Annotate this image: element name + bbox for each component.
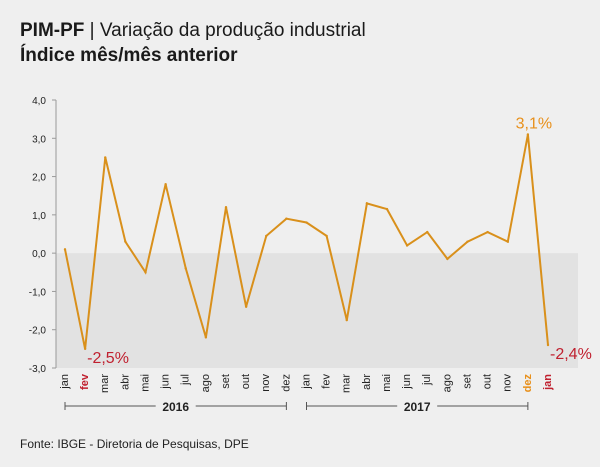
group-label: 2016 [162, 400, 189, 414]
data-point [224, 206, 228, 209]
data-point [204, 336, 208, 339]
data-point [144, 271, 147, 274]
data-point [63, 248, 67, 251]
source-note: Fonte: IBGE - Diretoria de Pesquisas, DP… [20, 437, 249, 451]
x-tick-label: dez [280, 374, 292, 392]
y-tick-label: 1,0 [32, 211, 46, 222]
data-point [184, 267, 187, 270]
data-point [526, 133, 530, 136]
data-point [506, 240, 509, 243]
y-tick-label: 2,0 [32, 173, 46, 184]
data-point [426, 230, 429, 234]
x-tick-label: mai [139, 374, 151, 392]
x-tick-label: fev [79, 373, 91, 390]
data-point [265, 234, 268, 238]
x-tick-label: jun [160, 374, 172, 390]
x-tick-label: out [240, 374, 252, 389]
data-point [305, 221, 308, 224]
x-tick-label: mar [99, 374, 111, 393]
y-tick-label: 4,0 [32, 96, 46, 107]
data-point [83, 347, 87, 351]
data-point [285, 217, 288, 220]
x-tick-label: abr [119, 374, 131, 390]
data-point [466, 240, 469, 243]
data-point [486, 230, 489, 234]
data-point [546, 343, 550, 347]
chart-subtitle: Índice mês/mês anterior [20, 45, 238, 66]
x-tick-label: mai [381, 374, 393, 392]
x-tick-label: jul [180, 374, 192, 386]
data-point [244, 305, 248, 308]
value-annotation: 3,1% [516, 115, 552, 132]
x-tick-label: jan [59, 374, 71, 390]
x-tick-label: set [220, 374, 232, 389]
y-tick-label: 0,0 [32, 249, 46, 260]
negative-region-band [56, 253, 578, 368]
y-tick-label: -2,0 [29, 326, 47, 337]
data-point [446, 257, 449, 261]
x-tick-label: jul [421, 374, 433, 386]
title-block: PIM-PF | Variação da produção industrial… [20, 18, 366, 68]
data-point [365, 202, 369, 205]
data-point [164, 183, 167, 186]
x-tick-label: nov [502, 374, 514, 392]
data-point [345, 318, 348, 322]
data-point [124, 240, 127, 243]
x-tick-label: abr [361, 374, 373, 390]
title-strong: PIM-PF [20, 20, 85, 41]
y-tick-label: -1,0 [29, 287, 47, 298]
title-rest: Variação da produção industrial [99, 20, 366, 41]
y-tick-label: -3,0 [29, 364, 47, 375]
x-tick-label: set [461, 374, 473, 389]
title-separator: | [84, 20, 100, 41]
data-point [325, 234, 328, 238]
value-annotation: -2,4% [550, 346, 592, 363]
value-annotation: -2,5% [87, 350, 129, 367]
data-point [405, 244, 409, 247]
x-tick-label: fev [321, 374, 333, 389]
group-label: 2017 [404, 400, 431, 414]
x-tick-label: nov [260, 374, 272, 392]
data-point [104, 156, 107, 159]
x-tick-label: out [482, 374, 494, 389]
x-tick-label: mar [341, 374, 353, 393]
x-tick-label: ago [200, 374, 212, 392]
x-tick-label: dez [522, 374, 534, 393]
chart-title: PIM-PF | Variação da produção industrial [20, 18, 366, 43]
x-tick-label: jun [401, 374, 413, 390]
x-tick-label: jan [300, 374, 312, 390]
x-tick-label: ago [441, 374, 453, 392]
y-tick-label: 3,0 [32, 134, 46, 145]
data-point [385, 207, 389, 211]
x-tick-label: jan [542, 374, 554, 391]
